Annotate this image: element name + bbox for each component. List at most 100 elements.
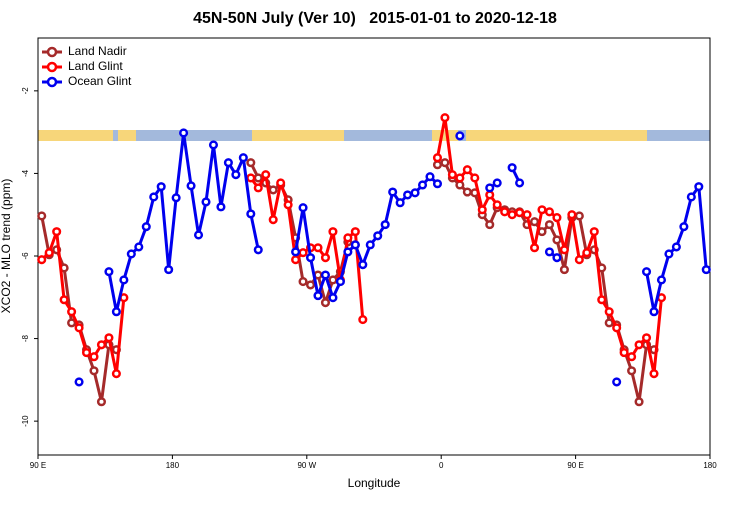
data-point: [373, 231, 383, 241]
data-point: [320, 298, 331, 308]
data-point: [104, 267, 114, 277]
data-point: [582, 248, 592, 258]
data-point: [89, 366, 99, 376]
data-point: [380, 220, 390, 230]
data-point: [544, 207, 555, 217]
data-point: [350, 240, 360, 250]
data-point: [634, 340, 644, 350]
data-point: [686, 192, 696, 202]
data-point: [343, 233, 353, 243]
data-point: [313, 291, 323, 301]
land-band: [466, 130, 647, 141]
data-point: [679, 222, 689, 232]
data-point: [261, 170, 271, 180]
data-point: [298, 248, 308, 258]
data-point: [104, 333, 114, 343]
data-point: [223, 158, 233, 168]
data-point: [246, 209, 256, 219]
data-point: [515, 208, 525, 218]
data-point: [126, 249, 136, 259]
data-point: [462, 165, 472, 175]
data-point: [328, 293, 338, 303]
data-point: [455, 131, 465, 141]
data-point: [552, 235, 562, 245]
data-point: [358, 260, 368, 270]
data-point: [649, 307, 659, 317]
data-point: [253, 183, 263, 193]
data-point: [634, 397, 644, 407]
data-point: [328, 275, 338, 285]
x-tick-label: 90 W: [297, 461, 316, 470]
data-point: [477, 205, 487, 215]
data-point: [305, 253, 316, 263]
data-point: [485, 190, 495, 200]
x-tick-label: 0: [439, 461, 444, 470]
data-point: [574, 211, 584, 221]
data-point: [597, 295, 607, 305]
data-point: [656, 275, 667, 285]
data-point: [253, 173, 263, 183]
data-point: [470, 173, 480, 183]
data-point: [485, 183, 495, 193]
y-tick-label: -10: [21, 415, 30, 427]
data-point: [186, 181, 196, 191]
data-point: [567, 210, 577, 220]
data-point: [119, 275, 129, 285]
data-point: [246, 158, 256, 168]
data-point: [291, 255, 301, 265]
data-point: [67, 318, 77, 328]
data-point: [201, 197, 211, 207]
data-point: [44, 248, 54, 258]
data-point: [529, 243, 540, 253]
chart-title: 45N-50N July (Ver 10) 2015-01-01 to 2020…: [193, 10, 557, 27]
data-point: [193, 230, 204, 240]
legend-marker: [46, 46, 58, 58]
data-point: [432, 179, 443, 189]
data-point: [604, 307, 614, 317]
data-point: [358, 315, 368, 325]
data-point: [238, 153, 248, 163]
data-point: [268, 185, 278, 195]
data-point: [164, 265, 174, 275]
y-axis-label: XCO2 - MLO trend (ppm): [0, 179, 13, 314]
data-point: [701, 265, 711, 275]
data-point: [455, 180, 465, 190]
data-point: [462, 187, 472, 197]
data-point: [507, 210, 517, 220]
data-point: [544, 220, 555, 230]
data-point: [641, 333, 652, 343]
data-point: [649, 369, 659, 379]
series-line: [40, 161, 655, 404]
y-tick-label: -8: [21, 334, 30, 342]
data-point: [156, 182, 166, 192]
data-point: [589, 227, 599, 237]
data-point: [552, 253, 562, 263]
data-point: [74, 323, 84, 333]
x-tick-label: 90 E: [567, 461, 583, 470]
map-strip: [38, 130, 710, 141]
x-axis-label: Longitude: [348, 476, 401, 490]
data-point: [440, 158, 450, 168]
data-point: [440, 113, 450, 123]
data-point: [544, 247, 555, 257]
data-point: [134, 242, 144, 252]
data-point: [447, 170, 457, 180]
land-band: [38, 130, 113, 141]
data-point: [694, 182, 704, 192]
data-point: [141, 222, 151, 232]
data-point: [388, 187, 398, 197]
data-point: [67, 307, 77, 317]
data-point: [559, 265, 569, 275]
data-point: [111, 369, 121, 379]
data-point: [455, 173, 465, 183]
data-point: [305, 280, 316, 290]
data-point: [403, 190, 413, 200]
land-band: [118, 130, 136, 141]
data-point: [492, 178, 502, 188]
data-point: [641, 267, 652, 277]
legend-marker: [46, 61, 58, 73]
legend-label: Land Nadir: [68, 44, 127, 58]
data-point: [37, 211, 47, 221]
